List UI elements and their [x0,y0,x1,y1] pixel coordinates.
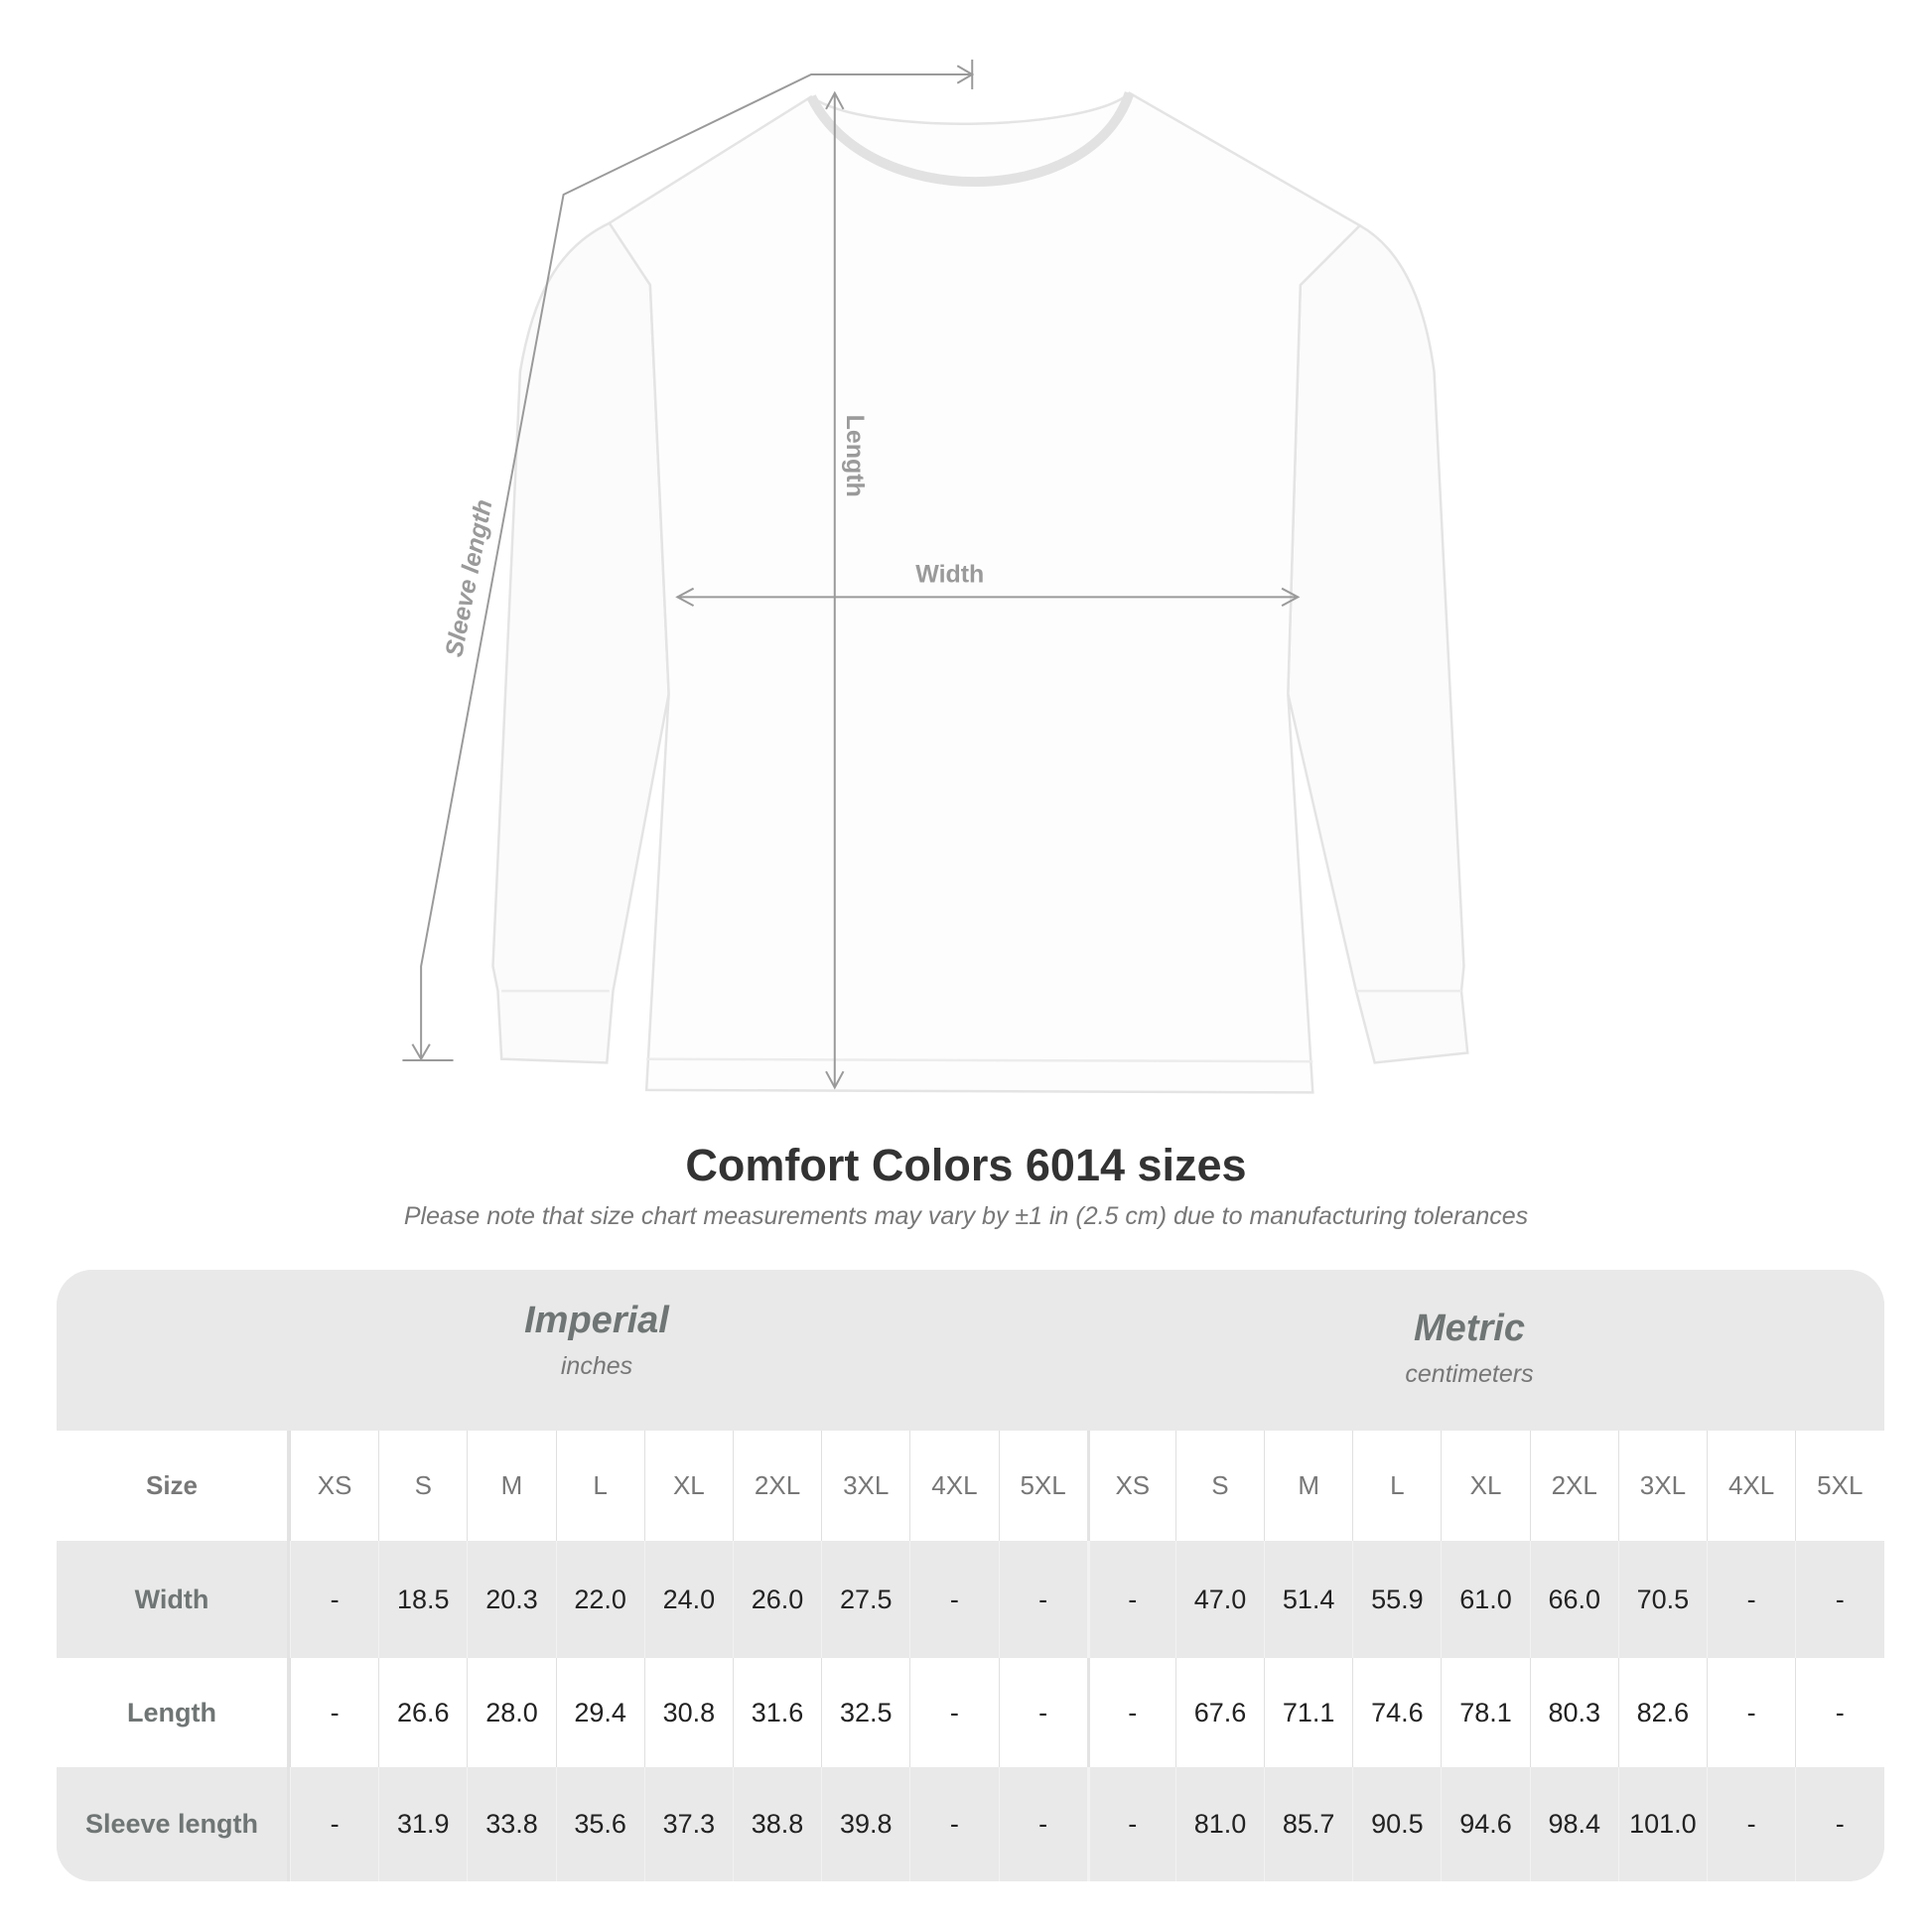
tolerance-note: Please note that size chart measurements… [403,1202,1529,1230]
metric-value-cell: 82.6 [1617,1658,1707,1767]
metric-value-cell: - [1795,1541,1883,1658]
metric-value-cell: 70.5 [1617,1541,1707,1658]
metric-size-header: 3XL [1617,1431,1707,1541]
metric-value-cell: - [1086,1658,1175,1767]
table-row: Width -18.5 20.3 22.0 24.0 26.0 27.5- - -47.0 51.… [57,1541,1884,1658]
metric-value-cell: 71.1 [1264,1658,1352,1767]
imperial-value-cell: - [290,1541,378,1658]
metric-value-cell: 81.0 [1174,1767,1264,1881]
table-row: Sleeve length -31.9 33.8 35.6 37.3 38.8 39.8- -… [57,1767,1884,1881]
imperial-value-cell: - [290,1767,378,1881]
length-label: Length [841,415,869,497]
imperial-size-header: M [467,1431,555,1541]
imperial-value-cell: 33.8 [467,1767,555,1881]
metric-size-header: M [1264,1431,1352,1541]
imperial-value-cell: 20.3 [467,1541,555,1658]
metric-value-cell: 94.6 [1441,1767,1529,1881]
metric-size-header: XS [1086,1431,1175,1541]
metric-size-header: XL [1441,1431,1529,1541]
metric-size-header: 2XL [1529,1431,1618,1541]
shirt-image [491,91,1469,1094]
imperial-size-header: 5XL [998,1431,1087,1541]
imperial-value-cell: - [998,1658,1087,1767]
shirt-diagram: Length Width Sleeve length [402,60,1469,1094]
imperial-value-cell: 38.8 [732,1767,821,1881]
imperial-size-header: XS [290,1431,378,1541]
imperial-size-header: XL [643,1431,733,1541]
imperial-value-cell: 28.0 [467,1658,555,1767]
metric-value-cell: 98.4 [1529,1767,1618,1881]
metric-value-cell: 67.6 [1174,1658,1264,1767]
imperial-size-header: 4XL [909,1431,998,1541]
metric-value-cell: 74.6 [1352,1658,1441,1767]
imperial-unit: inches [560,1352,633,1380]
imperial-value-cell: 39.8 [821,1767,909,1881]
metric-header: Metric centimeters [1221,1308,1718,1389]
table-row: Length -26.6 28.0 29.4 30.8 31.6 32.5- - -67.6 71… [57,1658,1884,1767]
metric-value-cell: 101.0 [1617,1767,1707,1881]
metric-value-cell: - [1795,1658,1883,1767]
table-header-band [57,1270,1884,1431]
width-label: Width [915,560,984,588]
size-label: Size [57,1431,290,1541]
metric-value-cell: - [1707,1767,1795,1881]
metric-value-cell: 55.9 [1352,1541,1441,1658]
metric-heading: Metric [1414,1308,1525,1349]
metric-unit: centimeters [1405,1360,1534,1388]
imperial-value-cell: - [290,1658,378,1767]
row-label: Sleeve length [57,1767,290,1881]
metric-size-header: S [1174,1431,1264,1541]
imperial-value-cell: 30.8 [643,1658,733,1767]
metric-value-cell: - [1086,1541,1175,1658]
imperial-value-cell: 27.5 [821,1541,909,1658]
imperial-value-cell: - [909,1658,998,1767]
metric-value-cell: - [1795,1767,1883,1881]
size-table: Imperial inches Metric centimeters Size X… [57,1270,1884,1881]
imperial-heading: Imperial [524,1300,669,1341]
metric-size-header: L [1352,1431,1441,1541]
imperial-size-header: S [378,1431,467,1541]
imperial-value-cell: 29.4 [555,1658,644,1767]
metric-value-cell: 90.5 [1352,1767,1441,1881]
metric-value-cell: - [1707,1541,1795,1658]
row-label: Length [57,1658,290,1767]
imperial-value-cell: 18.5 [378,1541,467,1658]
imperial-value-cell: 26.6 [378,1658,467,1767]
sleeve-line [420,73,973,1059]
imperial-size-header: L [555,1431,644,1541]
metric-value-cell: - [1707,1658,1795,1767]
metric-value-cell: 47.0 [1174,1541,1264,1658]
metric-value-cell: 51.4 [1264,1541,1352,1658]
imperial-value-cell: 26.0 [732,1541,821,1658]
metric-value-cell: 78.1 [1441,1658,1529,1767]
metric-value-cell: 80.3 [1529,1658,1618,1767]
imperial-value-cell: - [909,1767,998,1881]
imperial-size-header: 3XL [821,1431,909,1541]
metric-value-cell: - [1086,1767,1175,1881]
imperial-size-header: 2XL [732,1431,821,1541]
metric-value-cell: 85.7 [1264,1767,1352,1881]
imperial-value-cell: - [998,1541,1087,1658]
metric-value-cell: 61.0 [1441,1541,1529,1658]
row-label: Width [57,1541,290,1658]
imperial-value-cell: 32.5 [821,1658,909,1767]
imperial-value-cell: - [909,1541,998,1658]
imperial-value-cell: - [998,1767,1087,1881]
metric-size-header: 4XL [1707,1431,1795,1541]
imperial-value-cell: 37.3 [643,1767,733,1881]
sleeve-length-label: Sleeve length [440,497,497,659]
imperial-value-cell: 31.6 [732,1658,821,1767]
imperial-value-cell: 22.0 [555,1541,644,1658]
imperial-value-cell: 31.9 [378,1767,467,1881]
size-header-row: Size XS S M L XL 2XL 3XL 4XL 5XL XS S M L XL 2XL 3XL 4XL 5… [57,1431,1884,1541]
page-title: Comfort Colors 6014 sizes [685,1140,1247,1190]
imperial-value-cell: 35.6 [555,1767,644,1881]
imperial-header: Imperial inches [348,1300,845,1381]
metric-value-cell: 66.0 [1529,1541,1618,1658]
metric-size-header: 5XL [1795,1431,1883,1541]
measurement-lines [402,60,1301,1090]
imperial-value-cell: 24.0 [643,1541,733,1658]
